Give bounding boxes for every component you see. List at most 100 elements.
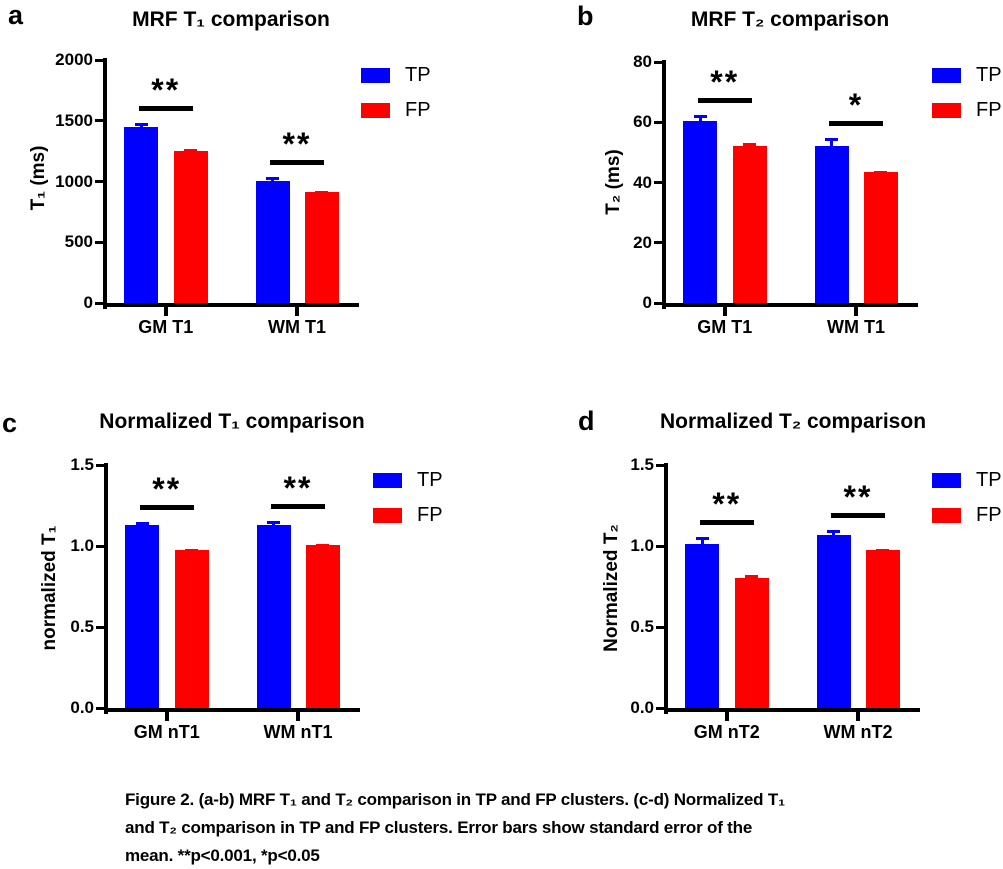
panel-d-y-tick <box>656 625 664 629</box>
bar-c-tp-0 <box>125 524 159 708</box>
errorbar-b-fp-1-cap <box>874 170 887 174</box>
panel-b-y-tick <box>654 60 662 64</box>
panel-b-y-axis <box>662 60 666 309</box>
panel-b-x-axis <box>662 303 918 307</box>
bar-b-tp-1 <box>814 146 849 303</box>
errorbar-b-tp-1-cap <box>825 137 838 141</box>
panel-b-title: MRF T₂ comparison <box>690 8 890 31</box>
bar-c-fp-0 <box>174 550 209 708</box>
sig-stars-c-1: ** <box>283 469 313 506</box>
panel-c-x-tick <box>164 712 169 721</box>
sig-line-b-0 <box>697 97 752 103</box>
errorbar-a-fp-0-cap <box>184 148 197 152</box>
errorbar-d-fp-0-cap <box>745 575 758 579</box>
panel-a-y-tick-label: 0 <box>83 293 93 312</box>
panel-b-y-tick <box>654 181 662 184</box>
panel-a-x-label: GM T1 <box>138 317 194 337</box>
panel-c-y-tick <box>96 544 104 548</box>
panel-b-letter: b <box>577 1 594 31</box>
legend-a-swatch-fp <box>361 103 390 118</box>
legend-b-label-tp: TP <box>976 64 1002 86</box>
panel-a-y-tick <box>95 240 103 244</box>
panel-a-x-tick <box>163 307 168 316</box>
panel-b-y-tick-label: 40 <box>633 172 652 192</box>
bar-a-tp-0 <box>124 127 158 303</box>
bar-d-fp-1 <box>865 550 900 708</box>
panel-b-y-tick <box>654 301 662 305</box>
panel-b-y-tick-label: 60 <box>633 112 652 132</box>
panel-d-y-tick-label: 1.5 <box>630 455 654 474</box>
sig-stars-b-0: ** <box>710 63 740 100</box>
panel-d-letter: d <box>578 406 595 436</box>
panel-a-y-tick-label: 1500 <box>55 110 93 130</box>
panel-c-x-tick <box>296 712 300 721</box>
panel-b-x-tick <box>722 307 727 316</box>
errorbar-d-tp-0-stem <box>700 537 704 545</box>
bar-a-fp-1 <box>304 191 339 303</box>
sig-stars-d-0: ** <box>712 486 742 523</box>
legend-c-swatch-fp <box>373 508 402 523</box>
panel-d-y-tick-label: 0.0 <box>630 698 654 717</box>
errorbar-c-fp-1-cap <box>316 543 329 547</box>
panel-c-x-axis <box>104 708 360 712</box>
legend-b-swatch-fp <box>932 103 961 118</box>
bar-b-tp-0 <box>683 120 717 303</box>
bar-d-tp-1 <box>816 535 851 708</box>
panel-a-x-axis <box>103 303 359 307</box>
sig-line-a-0 <box>138 105 193 111</box>
panel-d-y-tick <box>656 544 664 548</box>
bar-b-fp-1 <box>863 171 898 303</box>
errorbar-b-tp-1-stem <box>830 137 833 147</box>
panel-d-y-tick <box>656 463 664 467</box>
legend-c-swatch-tp <box>373 473 402 488</box>
bar-d-tp-0 <box>685 544 719 708</box>
errorbar-b-tp-0-stem <box>698 114 702 121</box>
panel-c-y-tick <box>96 706 104 710</box>
errorbar-d-fp-1-cap <box>876 548 889 552</box>
panel-d-x-label: GM nT2 <box>693 722 760 742</box>
panel-d-y-axis <box>664 463 668 714</box>
panel-a-y-tick-label: 1000 <box>55 171 93 191</box>
errorbar-c-tp-1-cap <box>267 520 280 524</box>
panel-b-y-tick-label: 0 <box>642 293 652 312</box>
panel-c-y-tick-label: 0.5 <box>70 617 94 636</box>
bar-c-tp-1 <box>256 524 291 708</box>
panel-d-y-tick <box>656 706 664 710</box>
panel-b-x-label: GM T1 <box>697 317 753 337</box>
errorbar-c-tp-0-cap <box>135 521 149 525</box>
panel-a-y-tick <box>95 58 103 62</box>
legend-b-label-fp: FP <box>976 99 1002 121</box>
sig-line-d-0 <box>699 520 754 526</box>
panel-c-y-tick <box>96 625 104 629</box>
panel-d-x-axis <box>664 708 920 712</box>
legend-a-label-fp: FP <box>405 99 431 121</box>
panel-b-x-tick <box>854 307 858 316</box>
panel-c-y-tick-label: 1.5 <box>70 455 94 474</box>
legend-d-label-tp: TP <box>976 469 1002 491</box>
sig-line-c-1 <box>271 503 325 509</box>
bar-d-fp-0 <box>734 577 769 708</box>
bar-c-fp-1 <box>305 545 340 708</box>
sig-line-d-1 <box>831 512 885 518</box>
legend-c-label-tp: TP <box>417 469 443 491</box>
sig-stars-a-1: ** <box>282 126 312 163</box>
panel-a-y-tick <box>95 119 103 123</box>
bar-a-tp-1 <box>255 180 290 303</box>
panel-b-x-label: WM T1 <box>827 317 885 337</box>
panel-a-letter: a <box>8 0 24 30</box>
legend-b-swatch-tp <box>932 68 961 83</box>
bar-b-fp-0 <box>732 146 767 303</box>
panel-a-y-axis <box>103 58 107 309</box>
panel-c-x-label: WM nT1 <box>263 722 333 742</box>
panel-c-y-tick-label: 0.0 <box>70 698 94 717</box>
panel-b-y-tick <box>654 120 662 124</box>
sig-stars-b-1: * <box>848 87 864 124</box>
sig-line-a-1 <box>270 160 324 166</box>
panel-a-x-tick <box>295 307 299 316</box>
errorbar-b-tp-0-cap <box>693 114 707 118</box>
legend-a-label-tp: TP <box>405 64 431 86</box>
figure-caption: Figure 2. (a-b) MRF T₁ and T₂ comparison… <box>125 790 785 865</box>
sig-line-c-0 <box>139 504 194 510</box>
panel-c-y-tick <box>96 463 104 467</box>
errorbar-d-tp-1-cap <box>827 529 840 533</box>
